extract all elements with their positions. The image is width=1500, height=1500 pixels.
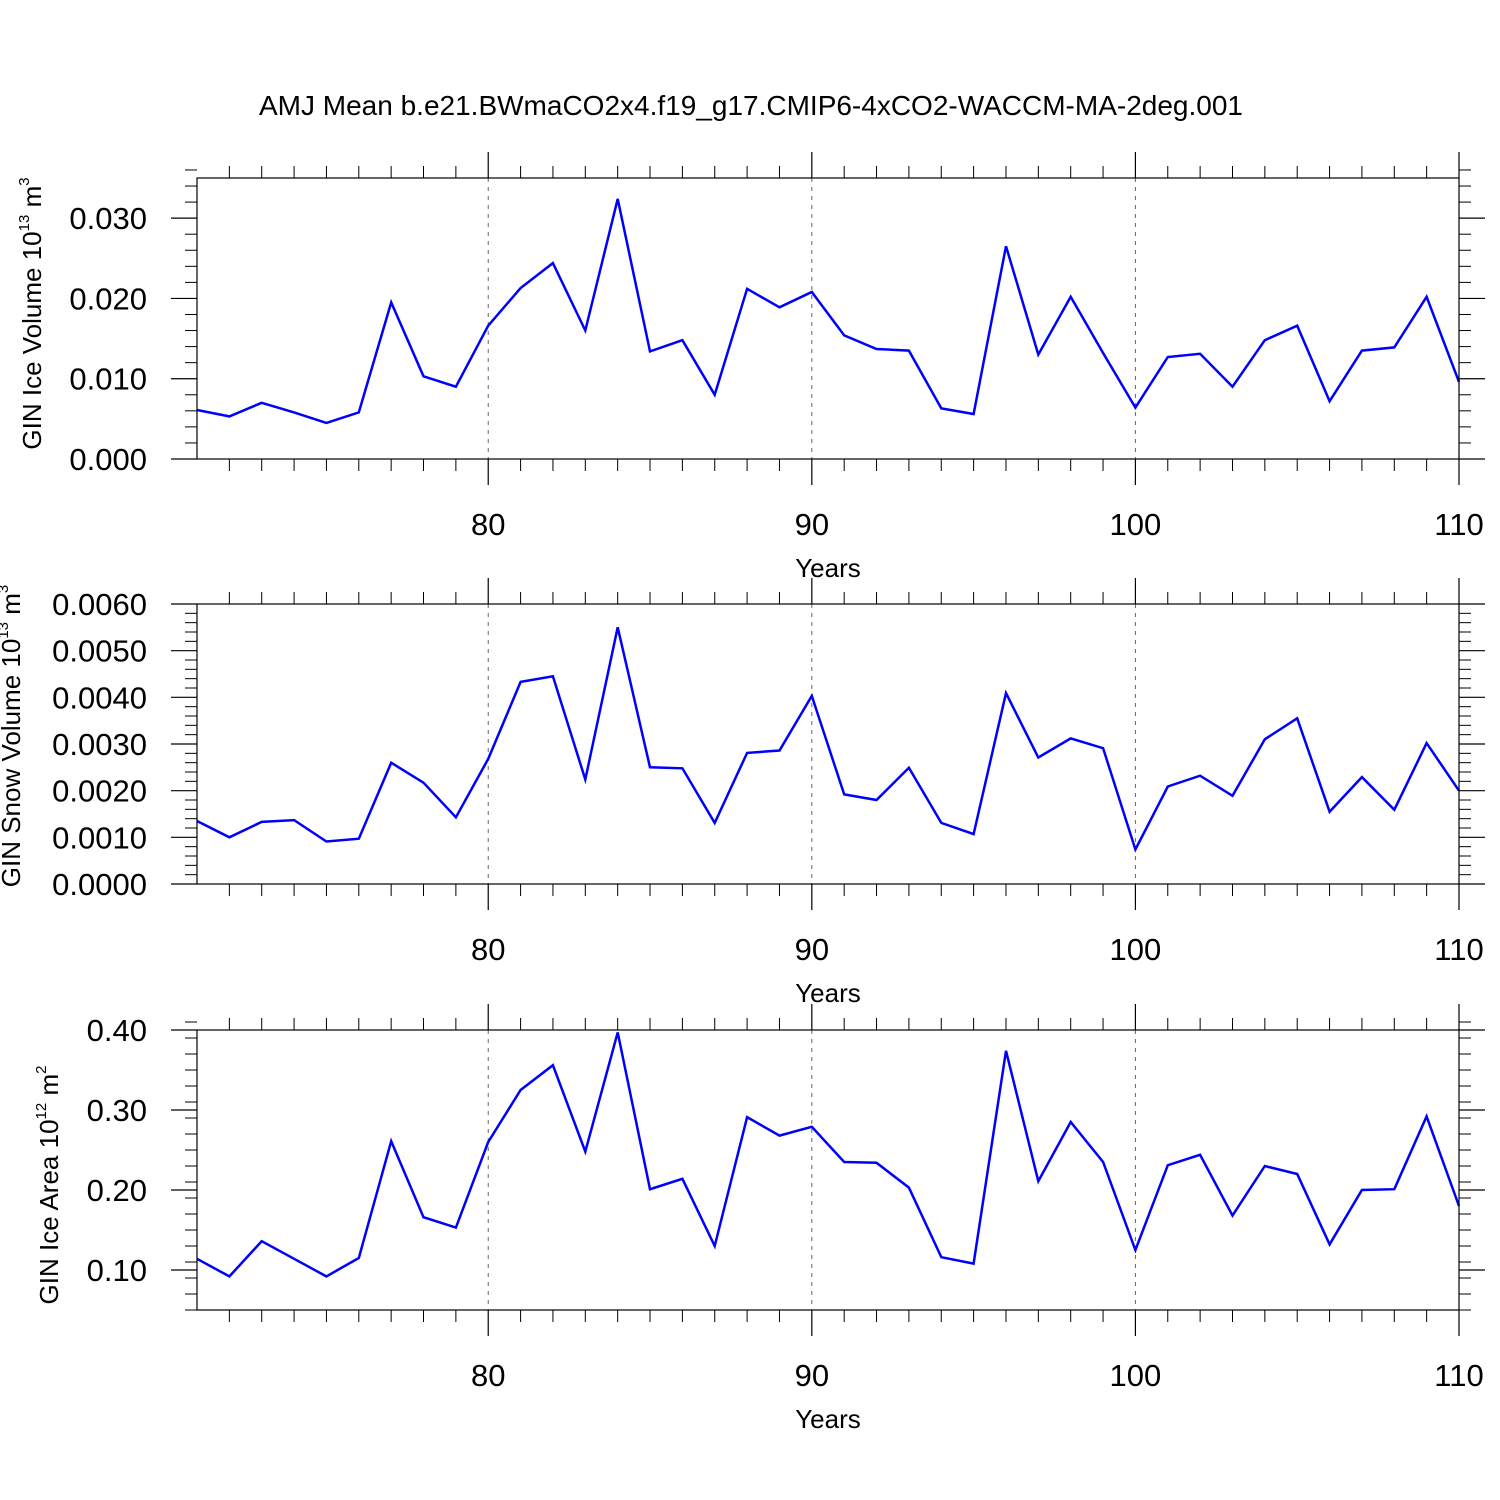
y-tick-label: 0.0060 [52, 587, 147, 622]
y-axis-label: GIN Ice Volume 1013 m3 [16, 177, 47, 449]
x-tick-label: 110 [1434, 507, 1483, 542]
series-line-ice-volume [196, 198, 1461, 425]
series-line-snow-volume [196, 627, 1461, 853]
x-tick-label: 100 [1110, 1358, 1162, 1393]
plot-frame [196, 603, 1460, 885]
x-axis-label: Years [795, 978, 861, 1008]
y-tick-label: 0.0000 [52, 867, 147, 902]
x-tick-label: 100 [1110, 932, 1162, 967]
gridlines [487, 178, 1136, 459]
tick-labels: 80 90 100 110 0.0000 0.0010 0.0020 0.0030 0.0040… [52, 587, 1484, 967]
x-tick-label: 80 [471, 932, 505, 967]
y-tick-label: 0.20 [87, 1173, 147, 1208]
y-tick-label: 0.30 [87, 1093, 147, 1128]
x-tick-label: 80 [471, 507, 505, 542]
y-tick-label: 0.030 [69, 201, 147, 236]
y-tick-label: 0.0030 [52, 727, 147, 762]
x-tick-label: 90 [795, 932, 829, 967]
tick-labels: 80 90 100 110 0.000 0.010 0.020 0.030 [69, 201, 1483, 542]
y-tick-label: 0.020 [69, 281, 147, 316]
x-tick-label: 90 [795, 1358, 829, 1393]
x-tick-label: 110 [1434, 932, 1483, 967]
y-tick-label: 0.10 [87, 1253, 147, 1288]
x-tick-label: 100 [1110, 507, 1162, 542]
x-tick-label: 80 [471, 1358, 505, 1393]
y-axis-label: GIN Ice Area 1012 m2 [33, 1066, 64, 1305]
ticks [171, 152, 1485, 485]
x-tick-label: 110 [1434, 1358, 1483, 1393]
ticks [171, 578, 1485, 910]
x-axis-label: Years [795, 1404, 861, 1434]
y-tick-label: 0.010 [69, 362, 147, 397]
chart-title: AMJ Mean b.e21.BWmaCO2x4.f19_g17.CMIP6-4… [259, 90, 1243, 121]
y-tick-label: 0.0020 [52, 774, 147, 809]
y-tick-label: 0.0050 [52, 634, 147, 669]
panel-ice-volume: 80 90 100 110 0.000 0.010 0.020 0.030 Years GIN… [16, 152, 1485, 583]
ticks [171, 1004, 1485, 1336]
y-tick-label: 0.40 [87, 1013, 147, 1048]
tick-labels: 80 90 100 110 0.10 0.20 0.30 0.40 [87, 1013, 1484, 1393]
x-tick-label: 90 [795, 507, 829, 542]
plot-frame [196, 1029, 1460, 1311]
panel-ice-area: 80 90 100 110 0.10 0.20 0.30 0.40 Years GIN Ice… [33, 1004, 1485, 1434]
panel-snow-volume: 80 90 100 110 0.0000 0.0010 0.0020 0.0030 0.0040… [0, 578, 1485, 1008]
y-tick-label: 0.0040 [52, 680, 147, 715]
x-axis-label: Years [795, 553, 861, 583]
y-axis-label: GIN Snow Volume 1013 m3 [0, 585, 26, 888]
gridlines [487, 1030, 1136, 1310]
plot-frame [196, 177, 1460, 460]
y-tick-label: 0.0010 [52, 820, 147, 855]
y-tick-label: 0.000 [69, 442, 147, 477]
gridlines [487, 604, 1136, 884]
series-line-ice-area [196, 1032, 1461, 1278]
